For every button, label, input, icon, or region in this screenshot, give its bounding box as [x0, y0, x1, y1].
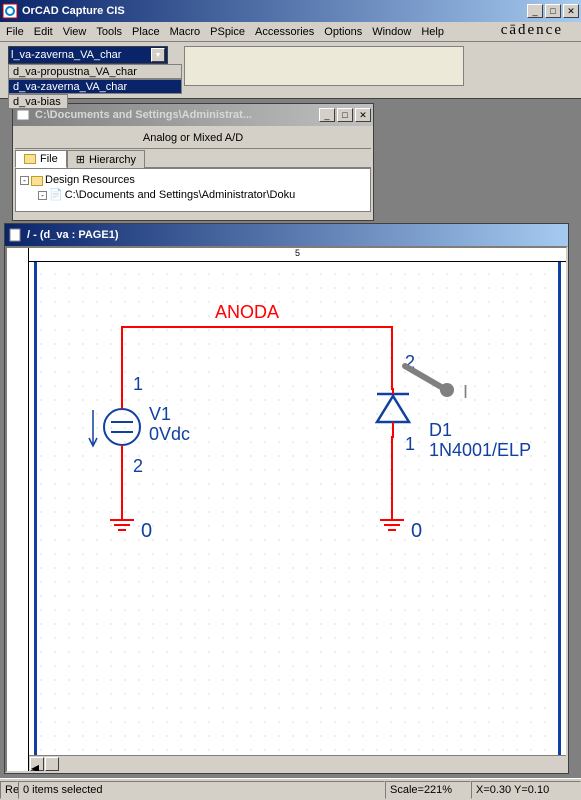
status-scale: Scale=221% — [385, 781, 471, 799]
status-prefix: Re — [0, 781, 18, 799]
menu-help[interactable]: Help — [421, 26, 444, 38]
project-tabs: File ⊞ Hierarchy — [15, 149, 371, 168]
project-body: Analog or Mixed A/D File ⊞ Hierarchy - De… — [13, 126, 373, 214]
collapse-icon[interactable]: - — [38, 191, 47, 200]
tree-row[interactable]: -📄 C:\Documents and Settings\Administrat… — [20, 188, 366, 203]
ruler-mark: 5 — [295, 248, 300, 258]
refdes-label[interactable]: D1 — [429, 420, 452, 441]
ruler-vertical — [7, 248, 29, 771]
maximize-button[interactable]: □ — [545, 4, 561, 18]
status-selection: 0 items selected — [18, 781, 385, 799]
tab-hierarchy[interactable]: ⊞ Hierarchy — [67, 150, 145, 168]
current-probe-icon[interactable] — [399, 360, 459, 400]
canvas-wrap: 5 ANODA — [5, 246, 568, 773]
hierarchy-icon: ⊞ — [76, 153, 85, 166]
tab-dropdown[interactable]: l_va-zaverna_VA_char ▼ — [8, 46, 168, 64]
menu-options[interactable]: Options — [324, 26, 362, 38]
value-label[interactable]: 1N4001/ELP — [429, 440, 531, 461]
project-header: Analog or Mixed A/D — [15, 128, 371, 149]
tab-item-selected[interactable]: d_va-zaverna_VA_char — [8, 79, 182, 94]
schematic-canvas[interactable]: ANODA 1 2 V1 0Vdc — [29, 262, 566, 755]
tree-row[interactable]: - Design Resources — [20, 173, 366, 188]
wire[interactable] — [391, 326, 393, 390]
menu-edit[interactable]: Edit — [34, 26, 53, 38]
tab-item-label: d_va-propustna_VA_char — [13, 66, 137, 78]
tab-item[interactable]: d_va-bias — [8, 94, 68, 109]
main-titlebar: OrCAD Capture CIS _ □ ✕ — [0, 0, 581, 22]
menu-pspice[interactable]: PSpice — [210, 26, 245, 38]
wire[interactable] — [391, 436, 393, 516]
menu-view[interactable]: View — [63, 26, 87, 38]
project-maximize-button[interactable]: □ — [337, 108, 353, 122]
menu-file[interactable]: File — [6, 26, 24, 38]
menu-bar: File Edit View Tools Place Macro PSpice … — [0, 22, 581, 42]
page-icon — [7, 227, 23, 243]
project-minimize-button[interactable]: _ — [319, 108, 335, 122]
app-icon — [2, 3, 18, 19]
pin-label: 1 — [133, 374, 143, 395]
menu-window[interactable]: Window — [372, 26, 411, 38]
project-close-button[interactable]: ✕ — [355, 108, 371, 122]
scroll-thumb[interactable] — [45, 757, 59, 771]
ground-symbol[interactable] — [108, 514, 136, 538]
project-window: C:\Documents and Settings\Administrat...… — [12, 103, 374, 221]
refdes-label[interactable]: V1 — [149, 404, 171, 425]
tab-dropdown-value: l_va-zaverna_VA_char — [11, 49, 121, 61]
pin-label: 1 — [405, 434, 415, 455]
wire[interactable] — [121, 326, 123, 398]
minimize-button[interactable]: _ — [527, 4, 543, 18]
ground-symbol[interactable] — [378, 514, 406, 538]
mdi-area: C:\Documents and Settings\Administrat...… — [0, 98, 581, 778]
menu-place[interactable]: Place — [132, 26, 160, 38]
chevron-down-icon[interactable]: ▼ — [151, 48, 165, 62]
tab-list: d_va-propustna_VA_char d_va-zaverna_VA_c… — [8, 64, 182, 109]
status-bar: Re 0 items selected Scale=221% X=0.30 Y=… — [0, 778, 581, 800]
voltage-source-symbol[interactable] — [101, 398, 143, 456]
page-border — [34, 262, 561, 755]
tab-hierarchy-label: Hierarchy — [89, 154, 136, 166]
pin-label: 2 — [133, 456, 143, 477]
folder-icon — [31, 176, 43, 186]
menu-accessories[interactable]: Accessories — [255, 26, 314, 38]
probe-label: I — [463, 382, 468, 403]
ground-label: 0 — [141, 520, 152, 543]
project-title: C:\Documents and Settings\Administrat... — [35, 109, 317, 121]
close-button[interactable]: ✕ — [563, 4, 579, 18]
value-label[interactable]: 0Vdc — [149, 424, 190, 445]
status-coords: X=0.30 Y=0.10 — [471, 781, 581, 799]
scrollbar-horizontal[interactable]: ◂ — [29, 755, 566, 771]
brand-logo: cādence — [501, 22, 563, 39]
wire[interactable] — [121, 456, 123, 516]
menu-tools[interactable]: Tools — [96, 26, 122, 38]
schematic-title: / - (d_va : PAGE1) — [27, 229, 566, 241]
tab-row: l_va-zaverna_VA_char ▼ d_va-propustna_VA… — [0, 42, 581, 98]
tree-label: C:\Documents and Settings\Administrator\… — [65, 188, 296, 203]
schematic-titlebar[interactable]: / - (d_va : PAGE1) — [5, 224, 568, 246]
ruler-horizontal: 5 — [29, 248, 566, 262]
scroll-left-button[interactable]: ◂ — [30, 757, 44, 771]
ground-label: 0 — [411, 520, 422, 543]
net-label[interactable]: ANODA — [215, 302, 279, 323]
toolbar-filler — [184, 46, 464, 86]
tab-item-label: d_va-zaverna_VA_char — [13, 81, 127, 93]
tree-label: Design Resources — [45, 173, 135, 188]
tab-item-label: d_va-bias — [13, 96, 61, 108]
menu-macro[interactable]: Macro — [170, 26, 201, 38]
tab-file-label: File — [40, 153, 58, 165]
folder-icon — [24, 154, 36, 164]
project-tree[interactable]: - Design Resources -📄 C:\Documents and S… — [15, 168, 371, 212]
design-icon: 📄 — [49, 188, 63, 203]
tab-item[interactable]: d_va-propustna_VA_char — [8, 64, 182, 79]
polarity-arrow-icon — [87, 408, 99, 448]
app-title: OrCAD Capture CIS — [22, 5, 525, 17]
tab-file[interactable]: File — [15, 150, 67, 168]
collapse-icon[interactable]: - — [20, 176, 29, 185]
project-icon — [15, 107, 31, 123]
wire[interactable] — [121, 326, 393, 328]
schematic-window: / - (d_va : PAGE1) 5 ANODA — [4, 223, 569, 774]
